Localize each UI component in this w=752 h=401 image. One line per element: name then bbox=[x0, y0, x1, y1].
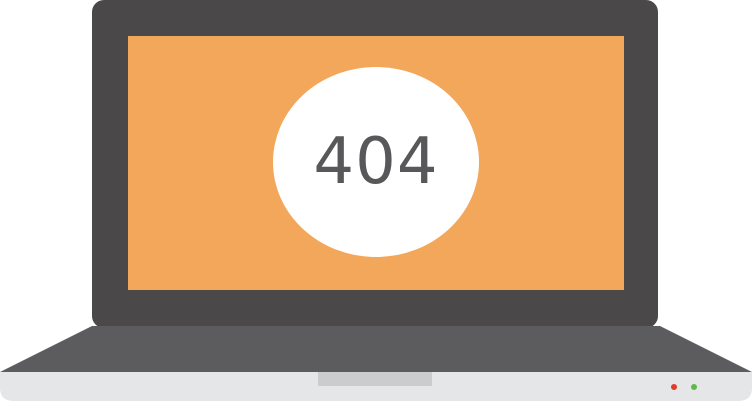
trackpad-notch bbox=[318, 372, 432, 386]
error-code-text: 404 bbox=[273, 68, 479, 256]
status-led-green bbox=[691, 384, 697, 390]
status-led-red bbox=[671, 384, 677, 390]
laptop-deck bbox=[0, 326, 752, 372]
